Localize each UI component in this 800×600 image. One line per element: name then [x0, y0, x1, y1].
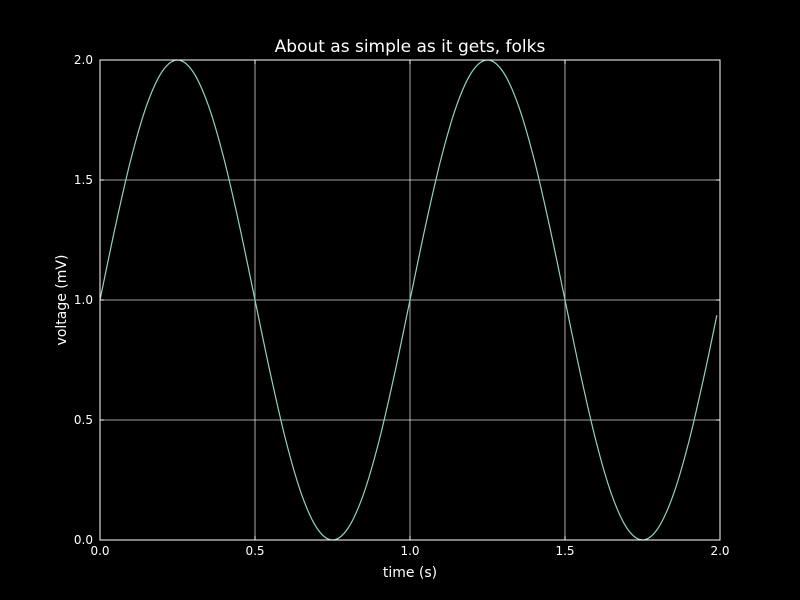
y-tick-label: 1.5	[74, 173, 93, 187]
y-tick-label: 0.5	[74, 413, 93, 427]
axis-tick-labels: 0.0 0.5 1.0 1.5 2.0 0.0 0.5 1.0 1.5 2.0	[74, 53, 730, 558]
series-line-0	[99, 59, 718, 541]
plot-area	[99, 59, 718, 541]
y-tick-label: 0.0	[74, 533, 93, 547]
x-axis-title: time (s)	[383, 565, 437, 581]
x-tick-label: 2.0	[710, 544, 729, 558]
x-tick-label: 1.5	[555, 544, 574, 558]
x-tick-label: 1.0	[400, 544, 419, 558]
y-axis-title: voltage (mV)	[54, 255, 70, 346]
x-tick-label: 0.0	[90, 544, 109, 558]
y-tick-label: 1.0	[74, 293, 93, 307]
axis-ticks	[99, 59, 721, 541]
chart-title: About as simple as it gets, folks	[275, 37, 546, 57]
y-tick-label: 2.0	[74, 53, 93, 67]
x-tick-label: 0.5	[245, 544, 264, 558]
